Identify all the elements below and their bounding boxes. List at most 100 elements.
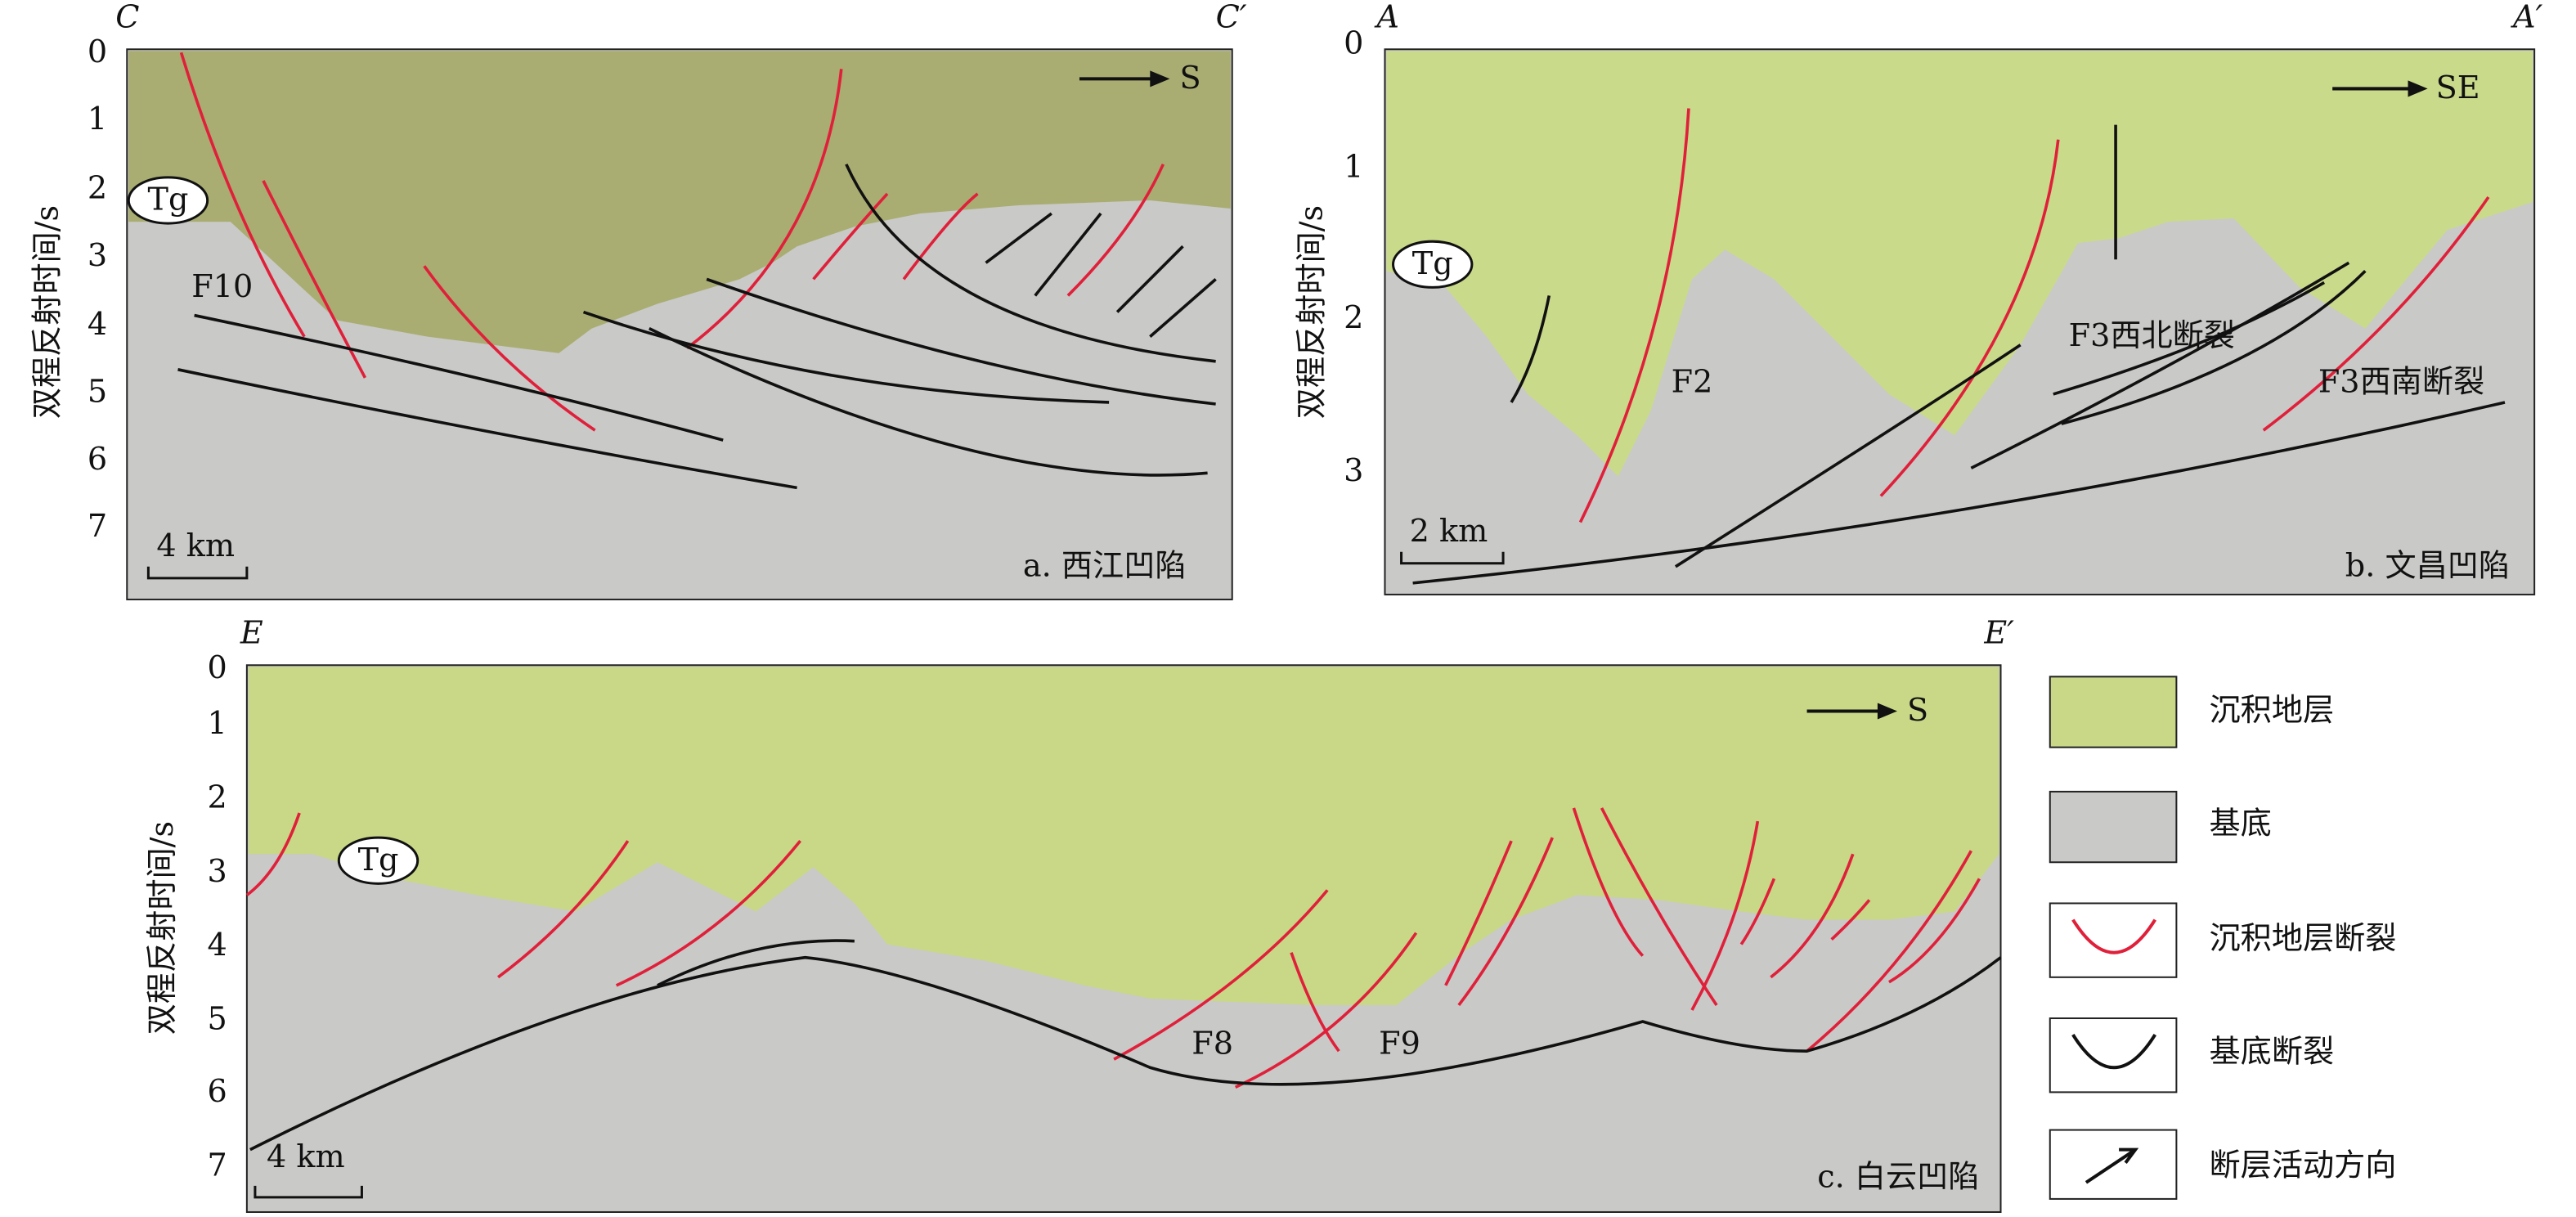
fault-line	[1113, 889, 1329, 1061]
legend-symbol	[2071, 1034, 2156, 1070]
fault-line	[1770, 853, 1855, 979]
legend-label: 基底断裂	[2210, 1034, 2335, 1070]
y-tick-label: 2	[88, 169, 107, 205]
y-tick-label: 5	[88, 373, 107, 409]
label-oval	[127, 176, 209, 225]
legend-swatch	[2049, 676, 2178, 748]
fault-line	[902, 192, 979, 281]
corner-label: A′	[2511, 0, 2543, 35]
scale-label: 2 km	[1410, 513, 1488, 549]
fault-line	[1888, 878, 1981, 984]
fault-line	[615, 840, 801, 987]
fault-label: F9	[1379, 1026, 1420, 1062]
corner-label: E′	[1983, 615, 2014, 651]
fault-line	[2061, 270, 2367, 425]
fault-line	[497, 840, 630, 979]
corner-label: E	[240, 615, 263, 651]
fault-line	[1806, 850, 1972, 1053]
label-oval	[1392, 240, 1474, 289]
y-tick-label: 1	[1344, 148, 1363, 184]
fault-line	[1970, 261, 2350, 469]
fault-line	[1572, 807, 1645, 957]
direction-arrow	[1150, 70, 1170, 88]
fault-line	[1578, 108, 1690, 523]
scale-label: 4 km	[156, 528, 235, 564]
fault-line	[423, 265, 596, 432]
corner-label: A	[1374, 0, 1399, 35]
fault-line	[1510, 295, 1551, 403]
scale-bar	[1400, 551, 1505, 565]
label-oval	[337, 836, 420, 885]
fault-line	[706, 277, 1216, 406]
scale-bar	[254, 1185, 363, 1199]
y-tick-label: 1	[88, 101, 107, 137]
y-tick-label: 0	[207, 649, 227, 685]
fault-line	[1739, 878, 1776, 945]
fault-label: F8	[1192, 1026, 1233, 1062]
fault-line	[177, 368, 797, 490]
legend-label: 沉积地层	[2210, 692, 2335, 728]
y-axis-label: 双程反射时间/s	[1294, 205, 1330, 419]
fault-line	[179, 52, 306, 338]
scale-label: 4 km	[267, 1138, 345, 1174]
fault-label: F3西南断裂	[2318, 363, 2484, 399]
fault-line	[1690, 820, 1760, 1011]
y-axis-label: 双程反射时间/s	[29, 205, 65, 419]
fault-line	[1674, 344, 2022, 568]
fault-line	[1234, 932, 1418, 1089]
fault-line	[1115, 245, 1184, 313]
fault-line	[685, 69, 843, 350]
direction-label: S	[1907, 692, 1928, 728]
sediment	[1386, 51, 2533, 477]
y-tick-label: 2	[207, 779, 227, 815]
direction-label: S	[1179, 60, 1200, 96]
fault-label: Tg	[358, 842, 399, 878]
fault-label: F10	[191, 268, 253, 304]
fault-line	[262, 180, 367, 379]
fault-label: F2	[1672, 363, 1713, 399]
y-tick-label: 4	[207, 927, 227, 963]
fault-line	[1444, 840, 1513, 986]
y-tick-label: 5	[207, 1001, 227, 1037]
legend-swatch	[2049, 902, 2178, 978]
sediment	[128, 51, 1231, 353]
y-tick-label: 0	[1344, 25, 1363, 61]
y-axis-label: 双程反射时间/s	[144, 821, 180, 1035]
y-tick-label: 6	[207, 1073, 227, 1109]
sediment	[248, 667, 1999, 1005]
legend-label: 断层活动方向	[2210, 1147, 2397, 1183]
y-tick-label: 0	[88, 34, 107, 70]
direction-arrow	[1877, 703, 1898, 720]
direction-label: SE	[2436, 70, 2480, 106]
fault-label: Tg	[1412, 245, 1453, 281]
y-tick-label: 6	[88, 441, 107, 477]
y-tick-label: 3	[1344, 452, 1363, 488]
fault-line	[1412, 401, 2506, 585]
fault-line	[812, 192, 889, 281]
panel-caption: a. 西江凹陷	[1023, 547, 1187, 583]
fault-line	[1600, 807, 1718, 1006]
fault-line	[582, 310, 1110, 404]
fault-line	[845, 164, 1216, 363]
y-tick-label: 7	[207, 1147, 227, 1183]
y-tick-label: 4	[88, 306, 107, 342]
fault-line	[2262, 195, 2490, 432]
fault-line	[1066, 164, 1165, 297]
fault-line	[1457, 837, 1554, 1007]
y-tick-label: 1	[207, 705, 227, 741]
legend-swatch	[2049, 790, 2178, 864]
fault-line	[1830, 899, 1871, 941]
fault-line	[2053, 281, 2326, 396]
fault-label: F3西北断裂	[2069, 317, 2235, 353]
panel-caption: b. 文昌凹陷	[2345, 547, 2510, 583]
corner-label: C	[115, 0, 139, 35]
fault-line	[1149, 278, 1217, 339]
panel-caption: c. 白云凹陷	[1817, 1158, 1979, 1194]
fault-line	[1879, 139, 2060, 497]
fault-line	[985, 212, 1052, 264]
corner-label: C′	[1216, 0, 1247, 35]
fault-line	[648, 326, 1208, 477]
y-tick-label: 2	[1344, 299, 1363, 335]
legend-label: 基底	[2210, 806, 2272, 842]
